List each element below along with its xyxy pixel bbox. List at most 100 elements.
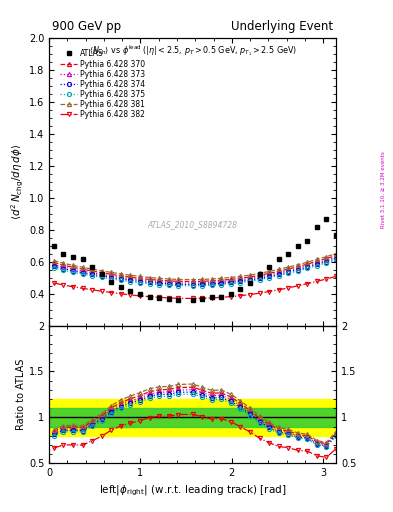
Pythia 6.428 382 — [61, 282, 66, 288]
Pythia 6.428 381 — [248, 272, 252, 278]
Pythia 6.428 382 — [147, 293, 152, 300]
Pythia 6.428 381 — [176, 276, 181, 283]
Pythia 6.428 382 — [109, 289, 114, 295]
Pythia 6.428 381 — [128, 272, 133, 279]
Y-axis label: $\langle d^2\,N_{\rm chg}/d\eta\,d\phi\rangle$: $\langle d^2\,N_{\rm chg}/d\eta\,d\phi\r… — [10, 144, 26, 220]
Pythia 6.428 375 — [248, 279, 252, 285]
Pythia 6.428 373 — [157, 279, 162, 285]
ATLAS — [296, 243, 300, 249]
Pythia 6.428 381 — [219, 275, 224, 282]
ATLAS — [324, 216, 329, 222]
ATLAS — [157, 295, 162, 301]
Pythia 6.428 370 — [147, 276, 152, 283]
Pythia 6.428 382 — [166, 295, 171, 301]
Pythia 6.428 381 — [314, 257, 319, 263]
Pythia 6.428 373 — [334, 254, 338, 260]
Text: $\langle N_{\rm ch}\rangle$ vs $\phi^{\rm lead}$ ($|\eta|<2.5$, $p_T>0.5$ GeV, $: $\langle N_{\rm ch}\rangle$ vs $\phi^{\r… — [88, 42, 297, 58]
Pythia 6.428 375 — [118, 278, 123, 284]
Pythia 6.428 374 — [276, 271, 281, 278]
Pythia 6.428 373 — [51, 262, 56, 268]
ATLAS — [99, 271, 104, 277]
Pythia 6.428 381 — [334, 250, 338, 257]
Pythia 6.428 373 — [71, 266, 75, 272]
Pythia 6.428 373 — [118, 274, 123, 281]
Pythia 6.428 375 — [138, 280, 142, 286]
Pythia 6.428 373 — [324, 257, 329, 263]
Pythia 6.428 381 — [51, 258, 56, 264]
Pythia 6.428 370 — [71, 264, 75, 270]
Pythia 6.428 370 — [176, 279, 181, 285]
ATLAS — [166, 295, 171, 302]
Pythia 6.428 374 — [147, 280, 152, 286]
Pythia 6.428 382 — [190, 295, 195, 302]
Pythia 6.428 375 — [238, 280, 243, 286]
ATLAS — [334, 231, 338, 238]
Pythia 6.428 381 — [190, 276, 195, 283]
Pythia 6.428 370 — [80, 266, 85, 272]
Pythia 6.428 382 — [228, 293, 233, 300]
Pythia 6.428 381 — [200, 276, 204, 283]
Pythia 6.428 375 — [190, 283, 195, 289]
Pythia 6.428 374 — [109, 274, 114, 281]
Pythia 6.428 370 — [238, 275, 243, 282]
Pythia 6.428 373 — [228, 278, 233, 284]
Pythia 6.428 374 — [80, 270, 85, 276]
ATLAS — [276, 255, 281, 262]
Pythia 6.428 374 — [257, 275, 262, 282]
Pythia 6.428 375 — [286, 270, 290, 276]
Pythia 6.428 374 — [61, 266, 66, 272]
ATLAS — [305, 238, 310, 244]
Pythia 6.428 375 — [209, 282, 214, 288]
Pythia 6.428 375 — [80, 271, 85, 277]
Pythia 6.428 375 — [219, 282, 224, 288]
Pythia 6.428 375 — [257, 276, 262, 283]
ATLAS — [286, 251, 290, 257]
Pythia 6.428 370 — [257, 272, 262, 279]
Pythia 6.428 373 — [286, 268, 290, 274]
Pythia 6.428 375 — [166, 282, 171, 288]
Pythia 6.428 374 — [190, 282, 195, 288]
Pythia 6.428 375 — [296, 268, 300, 274]
ATLAS — [176, 297, 181, 303]
Pythia 6.428 382 — [238, 293, 243, 299]
Pythia 6.428 375 — [90, 273, 94, 279]
Pythia 6.428 381 — [324, 253, 329, 260]
Pythia 6.428 374 — [219, 280, 224, 286]
Pythia 6.428 373 — [128, 276, 133, 282]
Pythia 6.428 373 — [305, 263, 310, 269]
Pythia 6.428 373 — [296, 265, 300, 271]
Pythia 6.428 370 — [305, 261, 310, 267]
Pythia 6.428 381 — [109, 269, 114, 275]
Text: Rivet 3.1.10, ≥ 3.2M events: Rivet 3.1.10, ≥ 3.2M events — [381, 151, 386, 228]
Pythia 6.428 373 — [166, 280, 171, 286]
Pythia 6.428 381 — [147, 274, 152, 281]
Pythia 6.428 370 — [90, 268, 94, 274]
Pythia 6.428 373 — [314, 260, 319, 266]
Pythia 6.428 374 — [334, 255, 338, 262]
Pythia 6.428 374 — [314, 261, 319, 267]
Pythia 6.428 370 — [118, 273, 123, 279]
Pythia 6.428 382 — [157, 294, 162, 301]
Pythia 6.428 370 — [324, 255, 329, 262]
Pythia 6.428 382 — [324, 276, 329, 282]
Pythia 6.428 381 — [257, 270, 262, 276]
Pythia 6.428 375 — [71, 269, 75, 275]
Pythia 6.428 374 — [71, 268, 75, 274]
Pythia 6.428 381 — [296, 262, 300, 268]
Text: Underlying Event: Underlying Event — [231, 19, 333, 33]
Pythia 6.428 373 — [209, 280, 214, 286]
Line: Pythia 6.428 374: Pythia 6.428 374 — [52, 257, 338, 287]
Pythia 6.428 381 — [166, 276, 171, 282]
Pythia 6.428 382 — [138, 293, 142, 299]
Pythia 6.428 373 — [109, 273, 114, 279]
Pythia 6.428 382 — [267, 288, 272, 294]
Pythia 6.428 382 — [128, 292, 133, 298]
Pythia 6.428 370 — [286, 266, 290, 272]
Pythia 6.428 381 — [305, 259, 310, 265]
Pythia 6.428 381 — [90, 266, 94, 272]
Pythia 6.428 374 — [138, 279, 142, 285]
Pythia 6.428 382 — [99, 288, 104, 294]
ATLAS — [248, 280, 252, 286]
Pythia 6.428 382 — [90, 287, 94, 293]
Pythia 6.428 370 — [51, 260, 56, 266]
